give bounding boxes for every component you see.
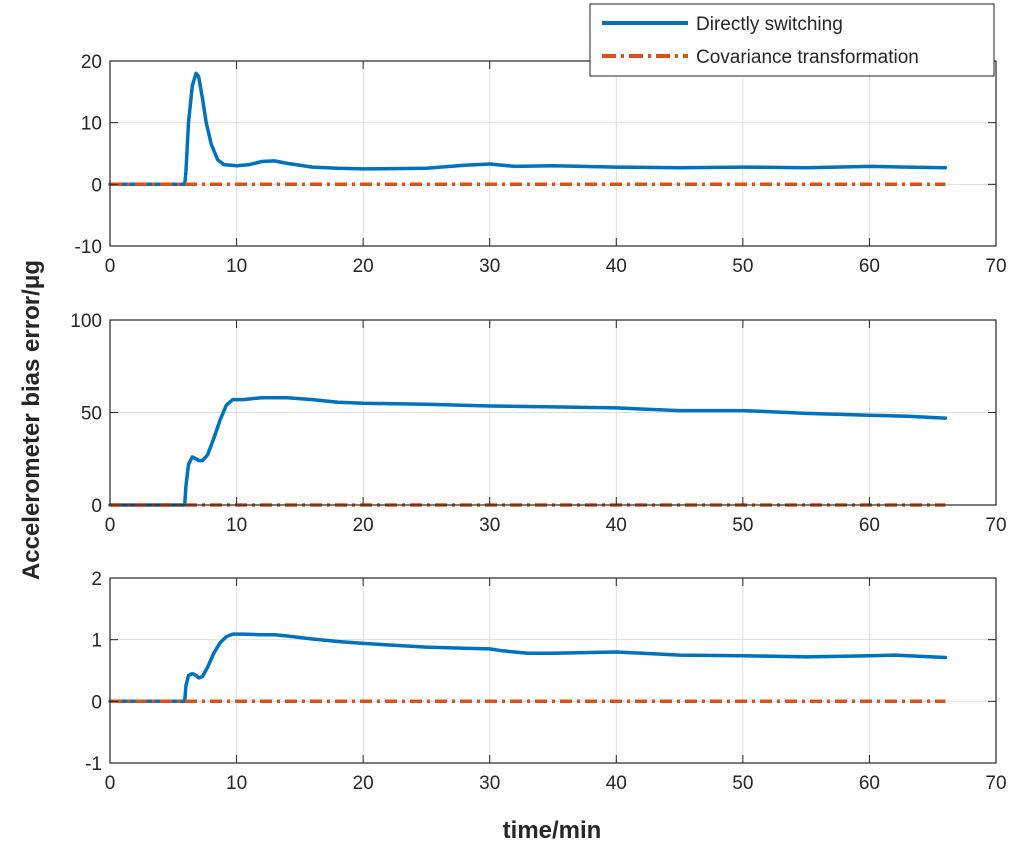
x-tick-label: 60: [859, 256, 880, 277]
y-tick-label: 0: [91, 692, 102, 713]
x-tick-label: 30: [479, 515, 500, 536]
legend-box: [589, 3, 995, 77]
x-tick-label: 40: [606, 515, 627, 536]
x-tick-label: 0: [105, 773, 116, 794]
x-tick-label: 30: [479, 256, 500, 277]
y-tick-label: -1: [85, 754, 102, 775]
x-tick-label: 10: [226, 773, 247, 794]
y-tick-label: 1: [91, 631, 102, 652]
y-tick-label: 0: [91, 175, 102, 196]
x-tick-label: 60: [859, 773, 880, 794]
x-tick-label: 50: [732, 773, 753, 794]
x-tick-label: 20: [353, 256, 374, 277]
x-tick-label: 50: [732, 515, 753, 536]
series-line-directly-switching: [108, 71, 948, 187]
y-tick-label: -10: [75, 237, 102, 258]
x-tick-label: 60: [859, 515, 880, 536]
x-tick-label: 0: [105, 515, 116, 536]
y-tick-label: 10: [81, 114, 102, 135]
x-axis-label: time/min: [503, 817, 602, 843]
y-tick-label: 2: [91, 569, 102, 590]
x-tick-label: 70: [985, 773, 1006, 794]
x-tick-label: 20: [353, 773, 374, 794]
legend-label-covariance-transformation: Covariance transformation: [696, 47, 919, 68]
x-tick-label: 20: [353, 515, 374, 536]
x-tick-label: 40: [606, 256, 627, 277]
legend: Directly switching Covariance transforma…: [589, 3, 995, 77]
x-tick-label: 70: [985, 256, 1006, 277]
x-tick-label: 30: [479, 773, 500, 794]
y-tick-label: 0: [91, 496, 102, 517]
series-line-directly-switching: [108, 395, 948, 507]
x-tick-label: 0: [105, 256, 116, 277]
plot-area: [110, 61, 996, 246]
x-tick-label: 40: [606, 773, 627, 794]
y-tick-label: 50: [81, 404, 102, 425]
x-tick-label: 70: [985, 515, 1006, 536]
x-tick-label: 10: [226, 515, 247, 536]
plot-area: [110, 578, 996, 763]
legend-label-directly-switching: Directly switching: [696, 14, 843, 35]
axes-box: [109, 60, 997, 247]
x-tick-label: 50: [732, 256, 753, 277]
y-axis-label: Accelerometer bias error/μg: [18, 260, 45, 580]
y-tick-label: 100: [70, 311, 102, 332]
y-tick-label: 20: [81, 52, 102, 73]
subplot-2: 0 10 20 30 40 50 60 70 0 50 100: [70, 311, 1006, 536]
series-line-directly-switching: [108, 632, 948, 704]
axes-box: [109, 577, 997, 764]
x-tick-label: 10: [226, 256, 247, 277]
